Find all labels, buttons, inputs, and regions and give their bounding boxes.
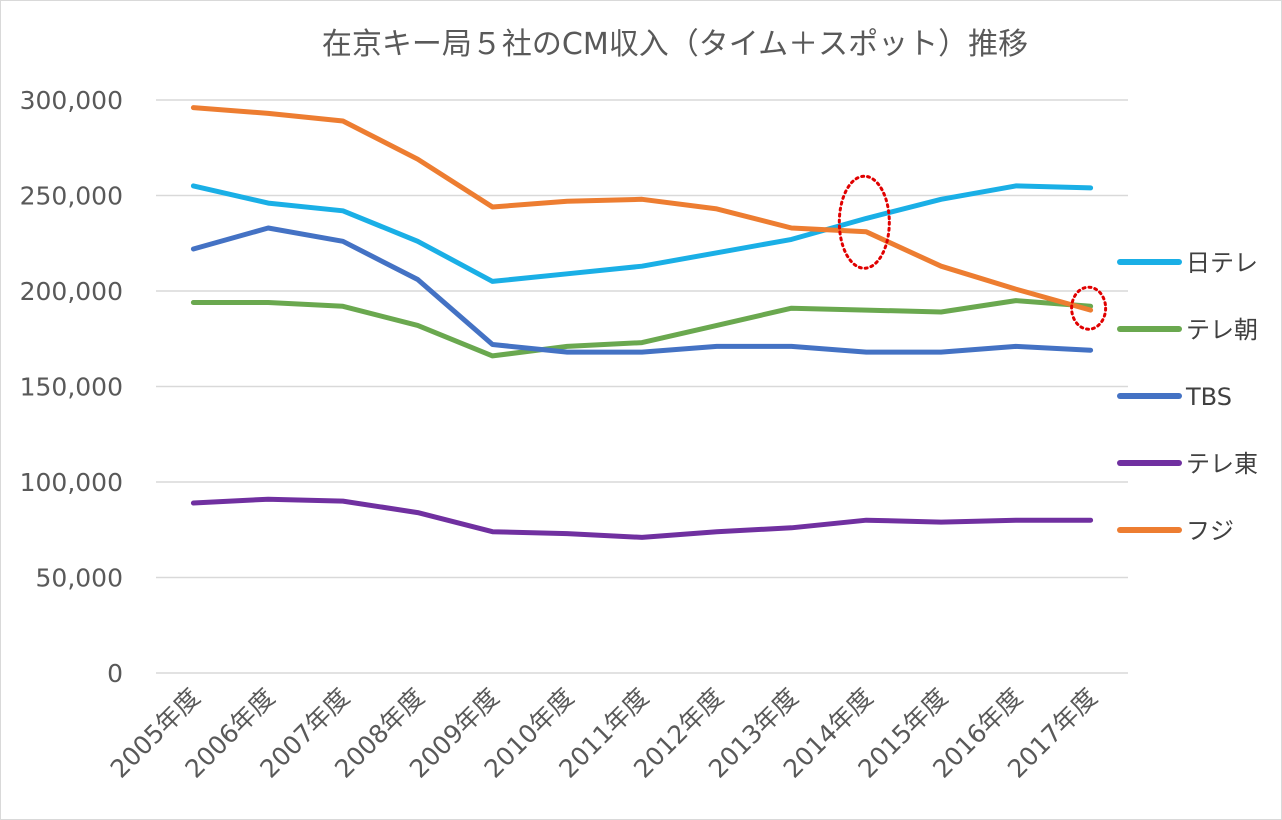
legend-label: テレ東 [1186,450,1258,478]
y-tick-label: 0 [107,659,123,688]
x-axis-ticks: 2005年度2006年度2007年度2008年度2009年度2010年度2011… [105,683,1103,784]
series-line-5 [190,105,1094,313]
legend-label: 日テレ [1186,249,1258,277]
highlight-ellipse [1070,285,1108,331]
legend-label: テレ朝 [1186,316,1258,344]
y-tick-label: 250,000 [20,182,123,211]
highlight-ellipse [837,174,891,270]
y-tick-label: 50,000 [36,564,123,593]
y-tick-label: 150,000 [20,373,123,402]
y-axis-ticks: 0 50,000 100,000 150,000 200,000 250,000 300,0… [20,86,123,688]
series-line-1 [190,183,1094,284]
y-tick-label: 300,000 [20,86,123,115]
gridlines [156,99,1128,674]
legend-label: TBS [1185,383,1232,411]
series-line-3 [190,225,1094,355]
legend-label: フジ [1186,517,1234,545]
series-line-4 [190,496,1094,540]
y-tick-label: 200,000 [20,277,123,306]
annotations [837,174,1108,331]
y-tick-label: 100,000 [20,468,123,497]
series-lines [190,105,1094,540]
series-line-2 [190,298,1094,359]
chart-title: 在京キー局５社のCM収入（タイム＋スポット）推移 [322,27,1028,62]
